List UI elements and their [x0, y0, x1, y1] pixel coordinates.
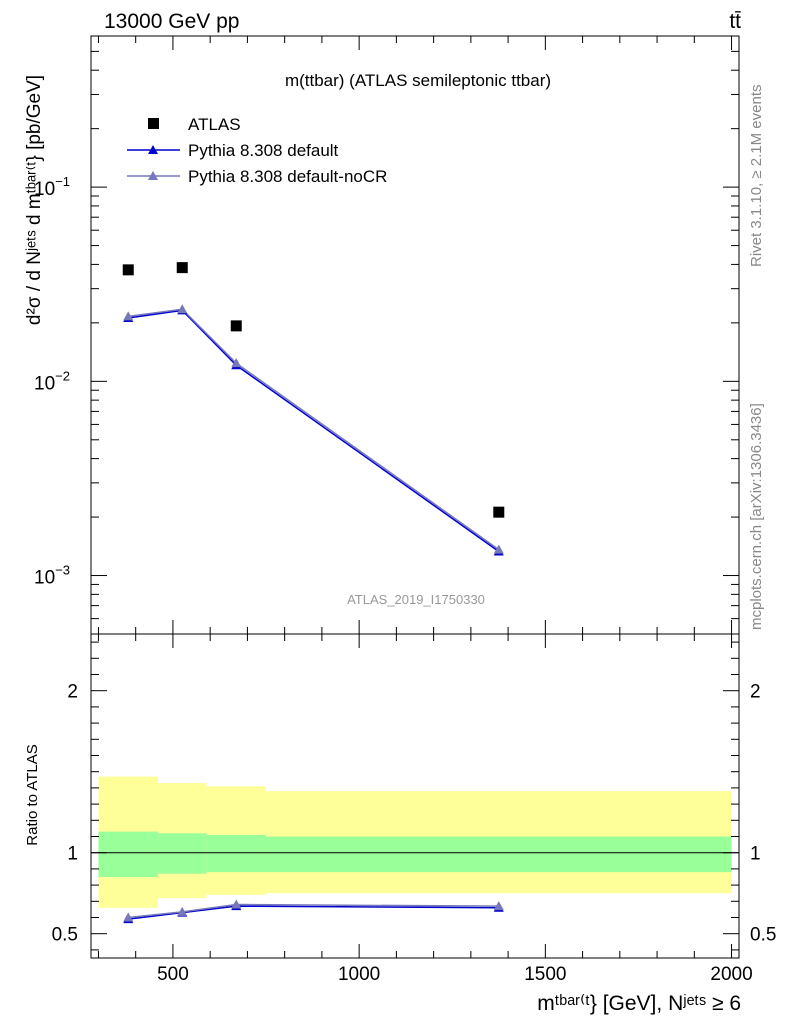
ratio-y-axis-label: Ratio to ATLAS [24, 744, 41, 845]
legend-label: ATLAS [188, 115, 241, 134]
ratio-series-line [128, 905, 499, 920]
ratio-y-tick-label: 0.5 [52, 925, 78, 946]
legend-marker [148, 118, 159, 129]
y-tick-label: 10−2 [34, 368, 70, 394]
data-point [176, 262, 188, 274]
ratio-y-tick-label: 1 [67, 844, 78, 865]
ratio-y-tick-label: 1 [750, 844, 761, 865]
ratio-plot: Ratio to ATLAS mᵗᵇᵃʳ⁽ᵗ} [GeV], Nʲᵉᵗˢ ≥ 6… [24, 633, 776, 1015]
legend-label: Pythia 8.308 default [188, 141, 339, 160]
watermark: ATLAS_2019_I1750330 [347, 592, 485, 607]
mc-point [123, 311, 134, 321]
process-label: tt̄ [729, 10, 741, 33]
ratio-point [231, 899, 242, 909]
data-point [230, 320, 242, 332]
main-y-axis-label: d²σ / d Nʲᵉᵗˢ d mᵗᵇᵃʳ⁽ᵗ} [pb/GeV] [24, 75, 45, 325]
x-tick-label: 1000 [338, 964, 380, 985]
rivet-label: Rivet 3.1.10, ≥ 2.1M events [748, 85, 765, 268]
mcplots-label: mcplots.cern.ch [arXiv:1306.3436] [748, 403, 765, 630]
legend-label: Pythia 8.308 default-noCR [188, 167, 387, 186]
stat-uncertainty-band [266, 836, 732, 873]
data-point [122, 264, 134, 276]
stat-uncertainty-band [206, 834, 267, 873]
main-plot: m(ttbar) (ATLAS semileptonic ttbar) ATLA… [24, 35, 740, 635]
ratio-point [177, 906, 188, 916]
y-tick-label: 10−1 [34, 174, 70, 200]
y-tick-label: 10−3 [34, 563, 70, 589]
main-plot-title: m(ttbar) (ATLAS semileptonic ttbar) [285, 71, 551, 90]
mc-point [493, 544, 504, 554]
x-tick-label: 2000 [710, 964, 752, 985]
legend-marker [148, 145, 158, 154]
x-tick-label: 500 [157, 964, 189, 985]
legend: ATLAS Pythia 8.308 default Pythia 8.308 de… [127, 115, 387, 186]
x-axis-label: mᵗᵇᵃʳ⁽ᵗ} [GeV], Nʲᵉᵗˢ ≥ 6 [537, 992, 741, 1015]
ratio-point [123, 912, 134, 922]
ratio-y-tick-label: 0.5 [750, 925, 776, 946]
ratio-y-tick-label: 2 [67, 682, 78, 703]
series-line [128, 308, 500, 551]
x-tick-label: 1500 [524, 964, 566, 985]
ratio-y-tick-label: 2 [750, 682, 761, 703]
mc-point [177, 304, 188, 314]
legend-marker [148, 171, 158, 180]
stat-uncertainty-band [98, 831, 159, 877]
series-line [128, 309, 500, 553]
data-point [493, 506, 505, 518]
mc-point [231, 358, 242, 368]
ratio-plot-frame [90, 633, 740, 959]
energy-label: 13000 GeV pp [104, 10, 239, 33]
ratio-series-line [128, 903, 499, 919]
stat-uncertainty-band [158, 833, 207, 874]
ratio-point [493, 901, 504, 911]
